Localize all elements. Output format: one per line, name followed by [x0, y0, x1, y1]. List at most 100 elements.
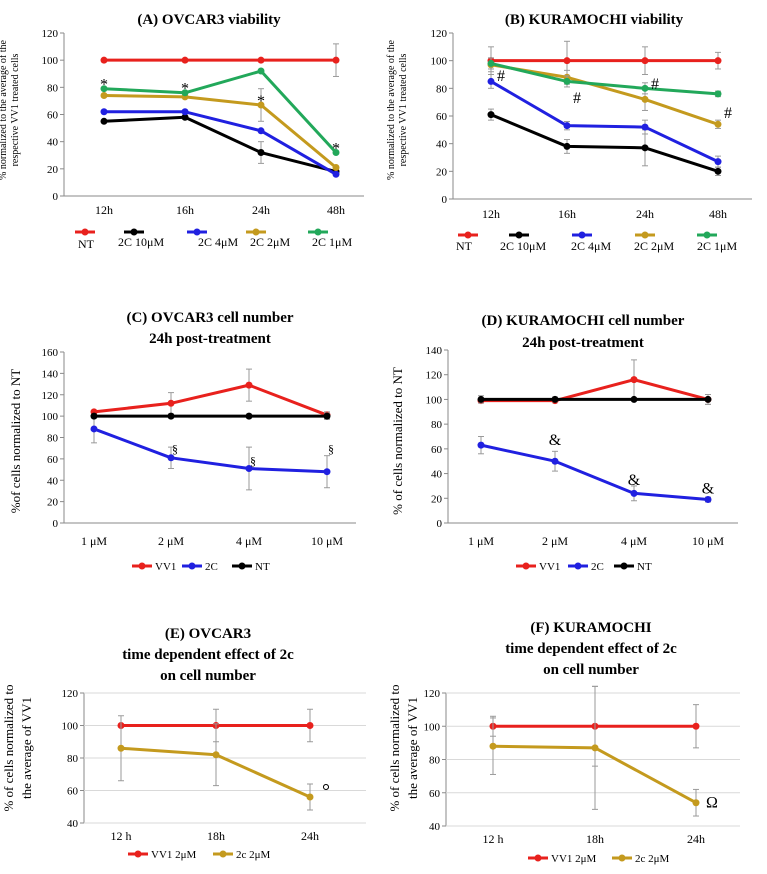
series-2c-1-m — [100, 67, 340, 157]
chart-title: on cell number — [160, 668, 256, 684]
legend-marker — [641, 231, 649, 239]
data-point — [167, 412, 175, 420]
y-tick-label: 100 — [62, 721, 79, 733]
series-2c — [90, 414, 331, 491]
x-tick-label: 2 μM — [158, 534, 184, 548]
data-point — [487, 59, 495, 67]
data-point — [181, 56, 189, 64]
y-tick-label: 100 — [42, 55, 59, 67]
data-point — [257, 149, 265, 157]
legend-label: 2C 4μM — [571, 239, 611, 253]
series-line — [103, 115, 337, 174]
legend-marker — [193, 228, 201, 236]
data-point — [551, 457, 559, 465]
y-tick-label: 80 — [429, 755, 441, 767]
data-point — [212, 751, 220, 759]
series-2c-2-m — [487, 57, 722, 129]
y-tick-label: 40 — [47, 137, 59, 149]
series-line — [490, 61, 719, 96]
y-tick-label: 100 — [42, 411, 59, 423]
data-point — [487, 77, 495, 85]
significance-marker: ° — [322, 780, 330, 802]
y-tick-label: 60 — [429, 788, 441, 800]
legend-label: 2C 4μM — [198, 235, 238, 249]
data-point — [692, 722, 700, 730]
legend-marker — [522, 562, 530, 570]
data-point — [181, 113, 189, 121]
y-tick-label: 120 — [62, 688, 79, 700]
chart-title: (B) KURAMOCHI viability — [505, 12, 684, 28]
x-tick-label: 1 μM — [468, 534, 494, 548]
y-axis-label: respective VV1 treated cells — [398, 53, 409, 166]
legend: VV1 2C NT — [132, 561, 270, 573]
series-2c-1-m — [487, 57, 722, 98]
data-point — [332, 56, 340, 64]
legend: NT 2C 10μM 2C 4μM 2C 2μM 2C 1μM — [75, 228, 352, 251]
x-tick-label: 16h — [176, 203, 194, 217]
chart-title: time dependent effect of 2c — [122, 647, 294, 663]
y-tick-label: 80 — [431, 419, 443, 431]
data-point — [323, 468, 331, 476]
series-line — [480, 443, 709, 502]
data-point — [257, 56, 265, 64]
data-point — [714, 90, 722, 98]
legend-label: 2C 2μM — [250, 235, 290, 249]
significance-marker: § — [172, 442, 178, 456]
y-tick-label: 80 — [67, 753, 79, 765]
y-tick-label: 100 — [431, 56, 448, 68]
y-axis-label: % of cells normalized to — [1, 684, 16, 811]
series-vv1 — [477, 359, 712, 405]
chart-panel-f: (F) KURAMOCHI time dependent effect of 2c… — [387, 620, 740, 865]
data-point — [630, 395, 638, 403]
data-point — [563, 142, 571, 150]
y-tick-label: 40 — [431, 469, 443, 481]
y-tick-label: 120 — [431, 28, 448, 40]
significance-marker: § — [328, 442, 334, 456]
chart-title: (F) KURAMOCHI — [530, 620, 651, 636]
series-2c-10-m — [487, 108, 722, 176]
series-line — [93, 383, 328, 417]
chart-title: (A) OVCAR3 viability — [137, 12, 281, 28]
chart-panel-d: (D) KURAMOCHI cell number 24h post-treatm… — [390, 313, 738, 573]
y-tick-label: 60 — [436, 111, 448, 123]
x-tick-label: 1 μM — [81, 534, 107, 548]
legend-label: 2C — [591, 561, 604, 573]
series-line — [103, 69, 338, 154]
legend-label: NT — [637, 561, 652, 573]
data-point — [90, 425, 98, 433]
significance-marker: # — [497, 68, 505, 85]
data-point — [332, 149, 340, 157]
chart-title: (D) KURAMOCHI cell number — [482, 313, 685, 329]
legend-marker — [578, 231, 586, 239]
significance-marker: § — [250, 454, 256, 468]
legend-label: NT — [456, 239, 473, 253]
data-point — [477, 441, 485, 449]
y-tick-label: 140 — [42, 368, 59, 380]
x-tick-label: 4 μM — [236, 534, 262, 548]
data-point — [641, 95, 649, 103]
legend-marker — [130, 228, 138, 236]
chart-title: (C) OVCAR3 cell number — [126, 310, 293, 326]
y-tick-label: 40 — [67, 818, 79, 830]
data-point — [306, 793, 314, 801]
legend-label: VV1 2μM — [551, 853, 597, 865]
data-point — [641, 144, 649, 152]
significance-marker: & — [628, 472, 641, 489]
chart-panel-b: (B) KURAMOCHI viability % normalized to t… — [386, 12, 752, 253]
x-tick-label: 24h — [301, 829, 319, 843]
legend: VV1 2μM 2c 2μM — [128, 849, 271, 861]
data-point — [100, 91, 108, 99]
y-tick-label: 0 — [437, 518, 443, 530]
y-tick-label: 60 — [47, 110, 59, 122]
y-axis-label: % of cells normalized to — [387, 684, 402, 811]
chart-panel-a: (A) OVCAR3 viability % normalized to the … — [0, 12, 364, 251]
y-tick-label: 20 — [47, 164, 59, 176]
data-point — [257, 67, 265, 75]
y-tick-label: 120 — [42, 28, 59, 40]
x-tick-label: 24h — [687, 832, 705, 846]
data-point — [167, 454, 175, 462]
x-tick-label: 18h — [207, 829, 225, 843]
legend-marker — [620, 562, 628, 570]
data-point — [630, 489, 638, 497]
legend-marker — [134, 850, 142, 858]
